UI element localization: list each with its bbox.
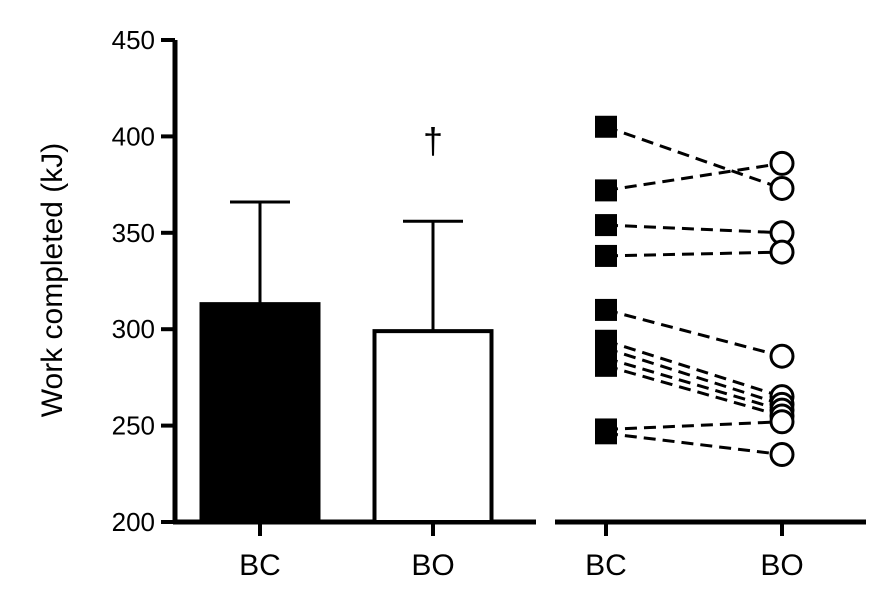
y-tick-label: 250 <box>112 411 155 441</box>
paired-line <box>605 364 783 418</box>
bo-point <box>769 175 795 201</box>
paired-line <box>605 347 783 406</box>
paired-line <box>605 223 783 235</box>
y-tick-label: 300 <box>112 314 155 344</box>
paired-line <box>605 308 783 358</box>
bc-point <box>595 422 617 445</box>
bar-bc <box>199 302 321 524</box>
y-tick-label: 350 <box>112 218 155 248</box>
bc-point <box>595 244 617 267</box>
y-axis-ticks: 200 250 300 350 400 450 <box>112 25 178 537</box>
bc-point <box>595 115 617 138</box>
bar-panel: BC BO † <box>173 120 536 582</box>
y-tick-label: 200 <box>112 507 155 537</box>
bo-point <box>769 239 795 265</box>
bc-point <box>595 298 617 321</box>
bo-point <box>769 442 795 468</box>
bo-point <box>769 409 795 435</box>
bc-point <box>595 214 617 237</box>
paired-line <box>605 339 783 399</box>
category-label-bc: BC <box>585 549 627 582</box>
bo-point <box>769 150 795 176</box>
y-tick-label: 400 <box>112 121 155 151</box>
paired-line <box>605 420 783 431</box>
bc-point <box>595 179 617 202</box>
significance-dagger: † <box>423 120 443 161</box>
category-label-bo: BO <box>760 549 803 582</box>
paired-line <box>605 161 783 192</box>
paired-line <box>605 431 783 457</box>
y-axis-title: Work completed (kJ) <box>36 143 69 418</box>
paired-line <box>605 125 783 190</box>
paired-line <box>605 356 783 412</box>
category-label-bc: BC <box>239 549 281 582</box>
paired-line <box>605 250 783 258</box>
bo-point <box>769 343 795 369</box>
paired-panel: BC BO <box>555 115 866 582</box>
category-label-bo: BO <box>411 549 454 582</box>
y-tick-label: 450 <box>112 25 155 55</box>
bar-bo <box>372 329 494 524</box>
bc-point <box>595 354 617 377</box>
